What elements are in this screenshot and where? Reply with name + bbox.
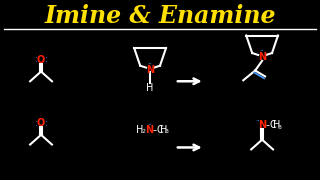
Text: 2: 2 [141,129,145,134]
Text: 3: 3 [278,125,282,130]
Text: N: N [145,125,153,135]
Text: ··: ·· [147,122,151,128]
Text: :: : [44,119,47,128]
Text: ··: ·· [255,118,260,124]
Text: C: C [156,125,164,135]
Text: -: - [152,125,156,135]
Text: N: N [258,52,266,62]
Text: N: N [258,120,266,130]
Text: :: : [44,55,47,64]
Text: O: O [37,55,45,65]
Text: ··: ·· [147,61,151,67]
Text: H: H [146,83,154,93]
Text: :: : [35,55,37,64]
Text: C: C [270,120,276,130]
Text: N: N [146,65,154,75]
Text: :: : [35,119,37,128]
Text: -: - [265,120,269,130]
Text: 3: 3 [165,129,169,134]
Text: H: H [273,120,281,130]
Text: O: O [37,118,45,128]
Text: H: H [160,125,168,135]
Text: H: H [137,125,144,135]
Text: Imine & Enamine: Imine & Enamine [44,4,276,28]
Text: ··: ·· [259,48,263,54]
